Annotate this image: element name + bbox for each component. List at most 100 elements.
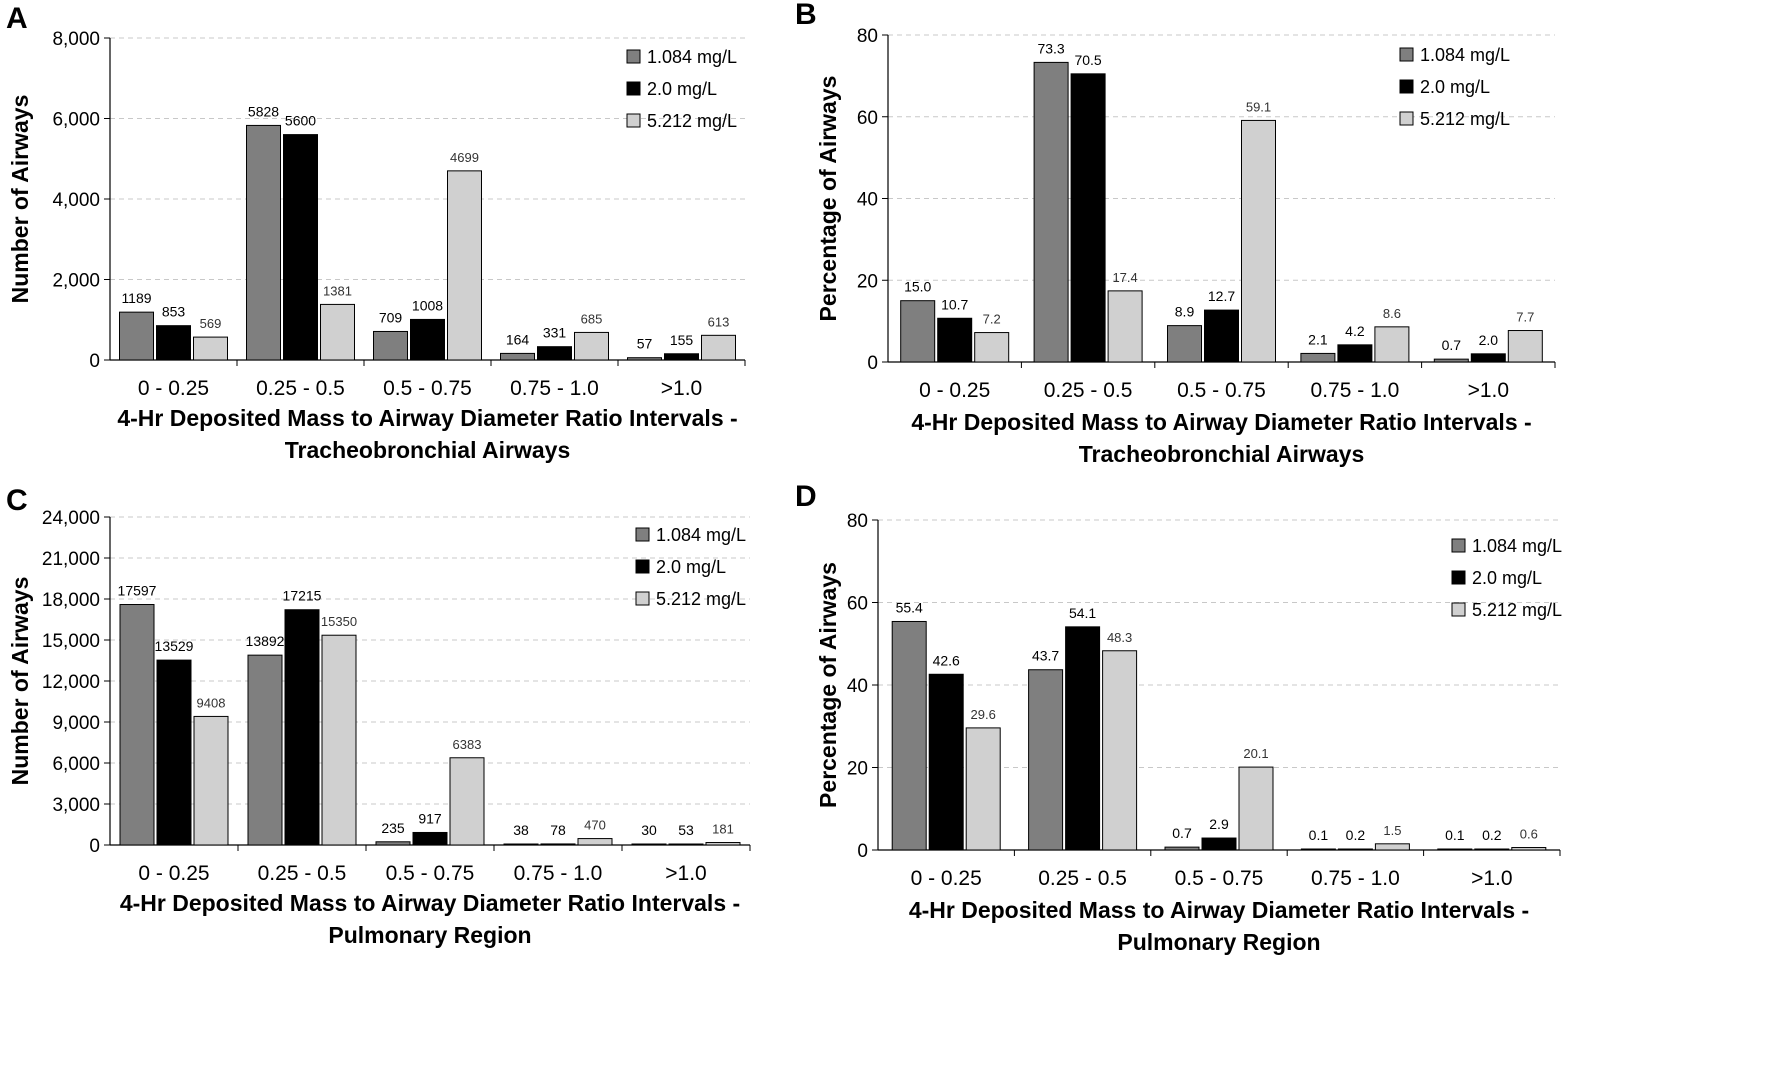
data-label: 4.2 [1345, 323, 1365, 339]
data-label: 164 [506, 331, 530, 347]
legend-label: 2.0 mg/L [1420, 77, 1490, 97]
data-label: 17.4 [1112, 270, 1137, 285]
bar-d-series-1 [1028, 669, 1064, 851]
bar-b-series-2 [1470, 353, 1506, 363]
bar-b-series-3 [1107, 290, 1143, 363]
x-tick-label: >1.0 [661, 377, 702, 400]
bar-c-series-3 [321, 634, 357, 846]
data-label: 13529 [155, 638, 194, 654]
data-label: 55.4 [896, 599, 923, 615]
data-label: 0.1 [1445, 827, 1465, 843]
legend-label: 1.084 mg/L [1420, 45, 1510, 65]
bar-b-series-1 [1300, 352, 1336, 363]
data-label: 331 [543, 325, 567, 341]
bar-b-series-2 [1337, 344, 1373, 363]
x-axis-label-line1: 4-Hr Deposited Mass to Airway Diameter R… [909, 897, 1529, 923]
bar-c-series-2 [540, 843, 576, 846]
x-tick-label: 0.5 - 0.75 [1177, 379, 1266, 402]
data-label: 6383 [453, 737, 482, 752]
bar-a-series-1 [246, 124, 281, 361]
data-label: 0.7 [1442, 337, 1462, 353]
bar-c-series-1 [119, 604, 155, 846]
y-tick-label: 21,000 [42, 549, 100, 570]
data-label: 12.7 [1208, 288, 1235, 304]
y-axis-label: Percentage of Airways [815, 562, 841, 808]
legend-swatch-2 [1399, 79, 1414, 94]
x-axis-label-line1: 4-Hr Deposited Mass to Airway Diameter R… [120, 890, 740, 916]
data-label: 5828 [248, 103, 279, 119]
x-axis-label-line2: Tracheobronchial Airways [285, 437, 570, 463]
legend: 1.084 mg/L 2.0 mg/L 5.212 mg/L [626, 47, 737, 131]
x-tick-label: 0 - 0.25 [138, 377, 209, 400]
bar-d-series-3 [1374, 843, 1410, 851]
legend-swatch-1 [1451, 538, 1466, 553]
data-label: 48.3 [1107, 630, 1132, 645]
x-axis-label-line1: 4-Hr Deposited Mass to Airway Diameter R… [911, 409, 1531, 435]
legend-label: 5.212 mg/L [656, 589, 746, 609]
data-label: 29.6 [971, 707, 996, 722]
y-tick-label: 20 [857, 271, 878, 292]
x-tick-label: 0.5 - 0.75 [1175, 867, 1264, 890]
legend-swatch-3 [635, 591, 650, 606]
x-tick-label: 0.25 - 0.5 [256, 377, 345, 400]
panel-b: B 0 20 40 60 80 0 - 0.25 15.0 10.7 7.2 0.25 - 0.5 7… [795, 0, 1556, 467]
legend: 1.084 mg/L 2.0 mg/L 5.212 mg/L [635, 525, 746, 609]
data-label: 685 [581, 311, 603, 326]
y-tick-label: 40 [857, 190, 878, 211]
legend: 1.084 mg/L 2.0 mg/L 5.212 mg/L [1451, 536, 1562, 620]
x-axis-label-line2: Tracheobronchial Airways [1079, 441, 1364, 467]
y-axis-label: Number of Airways [7, 95, 33, 304]
legend-swatch-2 [1451, 570, 1466, 585]
bar-d-series-2 [928, 673, 964, 851]
bar-c-series-1 [375, 841, 411, 846]
x-tick-label: 0 - 0.25 [911, 867, 982, 890]
data-label: 470 [584, 818, 606, 833]
bar-d-series-2 [1065, 626, 1101, 851]
bar-a-series-2 [664, 353, 699, 361]
y-axis-label: Percentage of Airways [815, 76, 841, 322]
bar-d-series-1 [1300, 848, 1336, 851]
x-tick-label: 0.25 - 0.5 [258, 862, 347, 885]
data-label: 2.9 [1209, 816, 1229, 832]
legend-swatch-1 [635, 527, 650, 542]
data-label: 0.2 [1482, 827, 1502, 843]
y-tick-label: 6,000 [52, 754, 100, 775]
y-tick-label: 0 [89, 351, 100, 372]
bar-c-series-2 [284, 609, 320, 846]
data-label: 42.6 [933, 652, 960, 668]
bar-c-series-1 [247, 654, 283, 846]
y-tick-label: 18,000 [42, 590, 100, 611]
y-tick-label: 0 [89, 836, 100, 857]
legend-label: 1.084 mg/L [647, 47, 737, 67]
legend-label: 1.084 mg/L [1472, 536, 1562, 556]
data-label: 2.0 [1479, 332, 1499, 348]
data-label: 10.7 [941, 296, 968, 312]
x-tick-label: 0.75 - 1.0 [1311, 867, 1400, 890]
bar-a-series-2 [410, 318, 445, 361]
legend-swatch-3 [1451, 602, 1466, 617]
data-label: 569 [200, 316, 222, 331]
data-label: 1.5 [1383, 823, 1401, 838]
y-tick-label: 4,000 [52, 190, 100, 211]
panel-letter: A [6, 2, 28, 35]
y-tick-label: 8,000 [52, 29, 100, 50]
data-label: 8.9 [1175, 304, 1195, 320]
data-label: 17597 [118, 583, 157, 599]
data-label: 73.3 [1037, 40, 1064, 56]
data-label: 43.7 [1032, 648, 1059, 664]
data-label: 7.2 [983, 312, 1001, 327]
legend-label: 5.212 mg/L [647, 111, 737, 131]
data-label: 53 [678, 822, 694, 838]
bar-d-series-3 [1102, 650, 1138, 851]
bar-a-series-2 [283, 134, 318, 361]
data-label: 709 [379, 309, 403, 325]
data-label: 181 [712, 822, 734, 837]
x-tick-label: >1.0 [665, 862, 706, 885]
x-tick-label: 0.5 - 0.75 [386, 862, 475, 885]
legend-label: 2.0 mg/L [1472, 568, 1542, 588]
bar-d-series-3 [1238, 766, 1274, 851]
data-label: 917 [418, 810, 442, 826]
data-label: 1008 [412, 297, 443, 313]
x-tick-label: 0.75 - 1.0 [1311, 379, 1400, 402]
